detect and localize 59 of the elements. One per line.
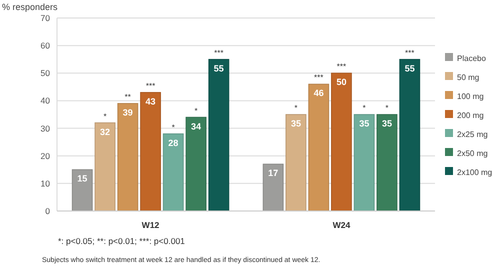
data-label: 28 — [168, 138, 178, 148]
bar — [117, 103, 138, 212]
annotation: *** — [214, 48, 224, 58]
annotation: * — [172, 122, 175, 132]
annotation: *** — [146, 81, 156, 90]
y-axis-title: % responders — [2, 2, 58, 12]
data-label: 43 — [146, 96, 156, 106]
data-label: 46 — [314, 88, 324, 98]
data-label: 35 — [290, 118, 301, 128]
y-tick-label: 40 — [40, 96, 50, 106]
annotation: * — [294, 104, 298, 112]
bar — [308, 84, 330, 212]
bar — [376, 114, 398, 212]
legend-label: 200 mg — [457, 111, 484, 120]
annotation: * — [362, 104, 366, 112]
y-tick-label: 20 — [40, 150, 50, 161]
y-tick-label: 10 — [40, 178, 50, 188]
annotation: *** — [314, 73, 324, 82]
data-label: 15 — [77, 174, 88, 184]
legend-label: 2x50 mg — [457, 149, 488, 158]
data-label: 34 — [191, 121, 202, 132]
bar — [286, 114, 306, 212]
bar — [72, 169, 93, 212]
y-tick-label: 0 — [45, 206, 50, 216]
x-tick-label: W12 — [142, 220, 160, 230]
legend-label: 50 mg — [457, 73, 480, 82]
data-label: 50 — [336, 77, 346, 88]
annotation: * — [103, 112, 107, 121]
bar — [399, 58, 420, 212]
y-tick-label: 50 — [40, 68, 50, 78]
y-tick-label: 60 — [40, 40, 50, 51]
bar — [94, 122, 116, 212]
data-label: 55 — [214, 63, 224, 74]
x-tick-label: W24 — [332, 220, 350, 230]
data-label: 35 — [359, 118, 370, 128]
legend-label: 2x100 mg — [457, 168, 492, 177]
text: *: p<0.05; **: p<0.01; ***: p<0.001 — [58, 236, 186, 246]
annotation: *** — [336, 62, 346, 72]
bar — [162, 133, 184, 212]
data-label: 35 — [382, 118, 392, 128]
annotation: *** — [405, 48, 414, 58]
y-tick-label: 30 — [40, 123, 50, 134]
data-label: 32 — [100, 126, 110, 137]
legend-label: 2x25 mg — [457, 130, 488, 139]
annotation: ** — [124, 92, 131, 102]
legend-label: Placebo — [457, 54, 486, 63]
y-tick-label: 70 — [40, 13, 50, 23]
bar — [331, 72, 352, 212]
data-label: 17 — [268, 168, 278, 178]
bar — [186, 116, 206, 212]
data-label: 39 — [122, 107, 133, 118]
bar — [354, 114, 375, 212]
annotation: * — [194, 106, 198, 116]
legend-label: 100 mg — [457, 92, 484, 101]
data-label: 55 — [404, 63, 415, 74]
bar — [262, 164, 284, 212]
annotation: * — [385, 104, 389, 112]
bar — [140, 92, 161, 212]
bar — [208, 58, 230, 212]
